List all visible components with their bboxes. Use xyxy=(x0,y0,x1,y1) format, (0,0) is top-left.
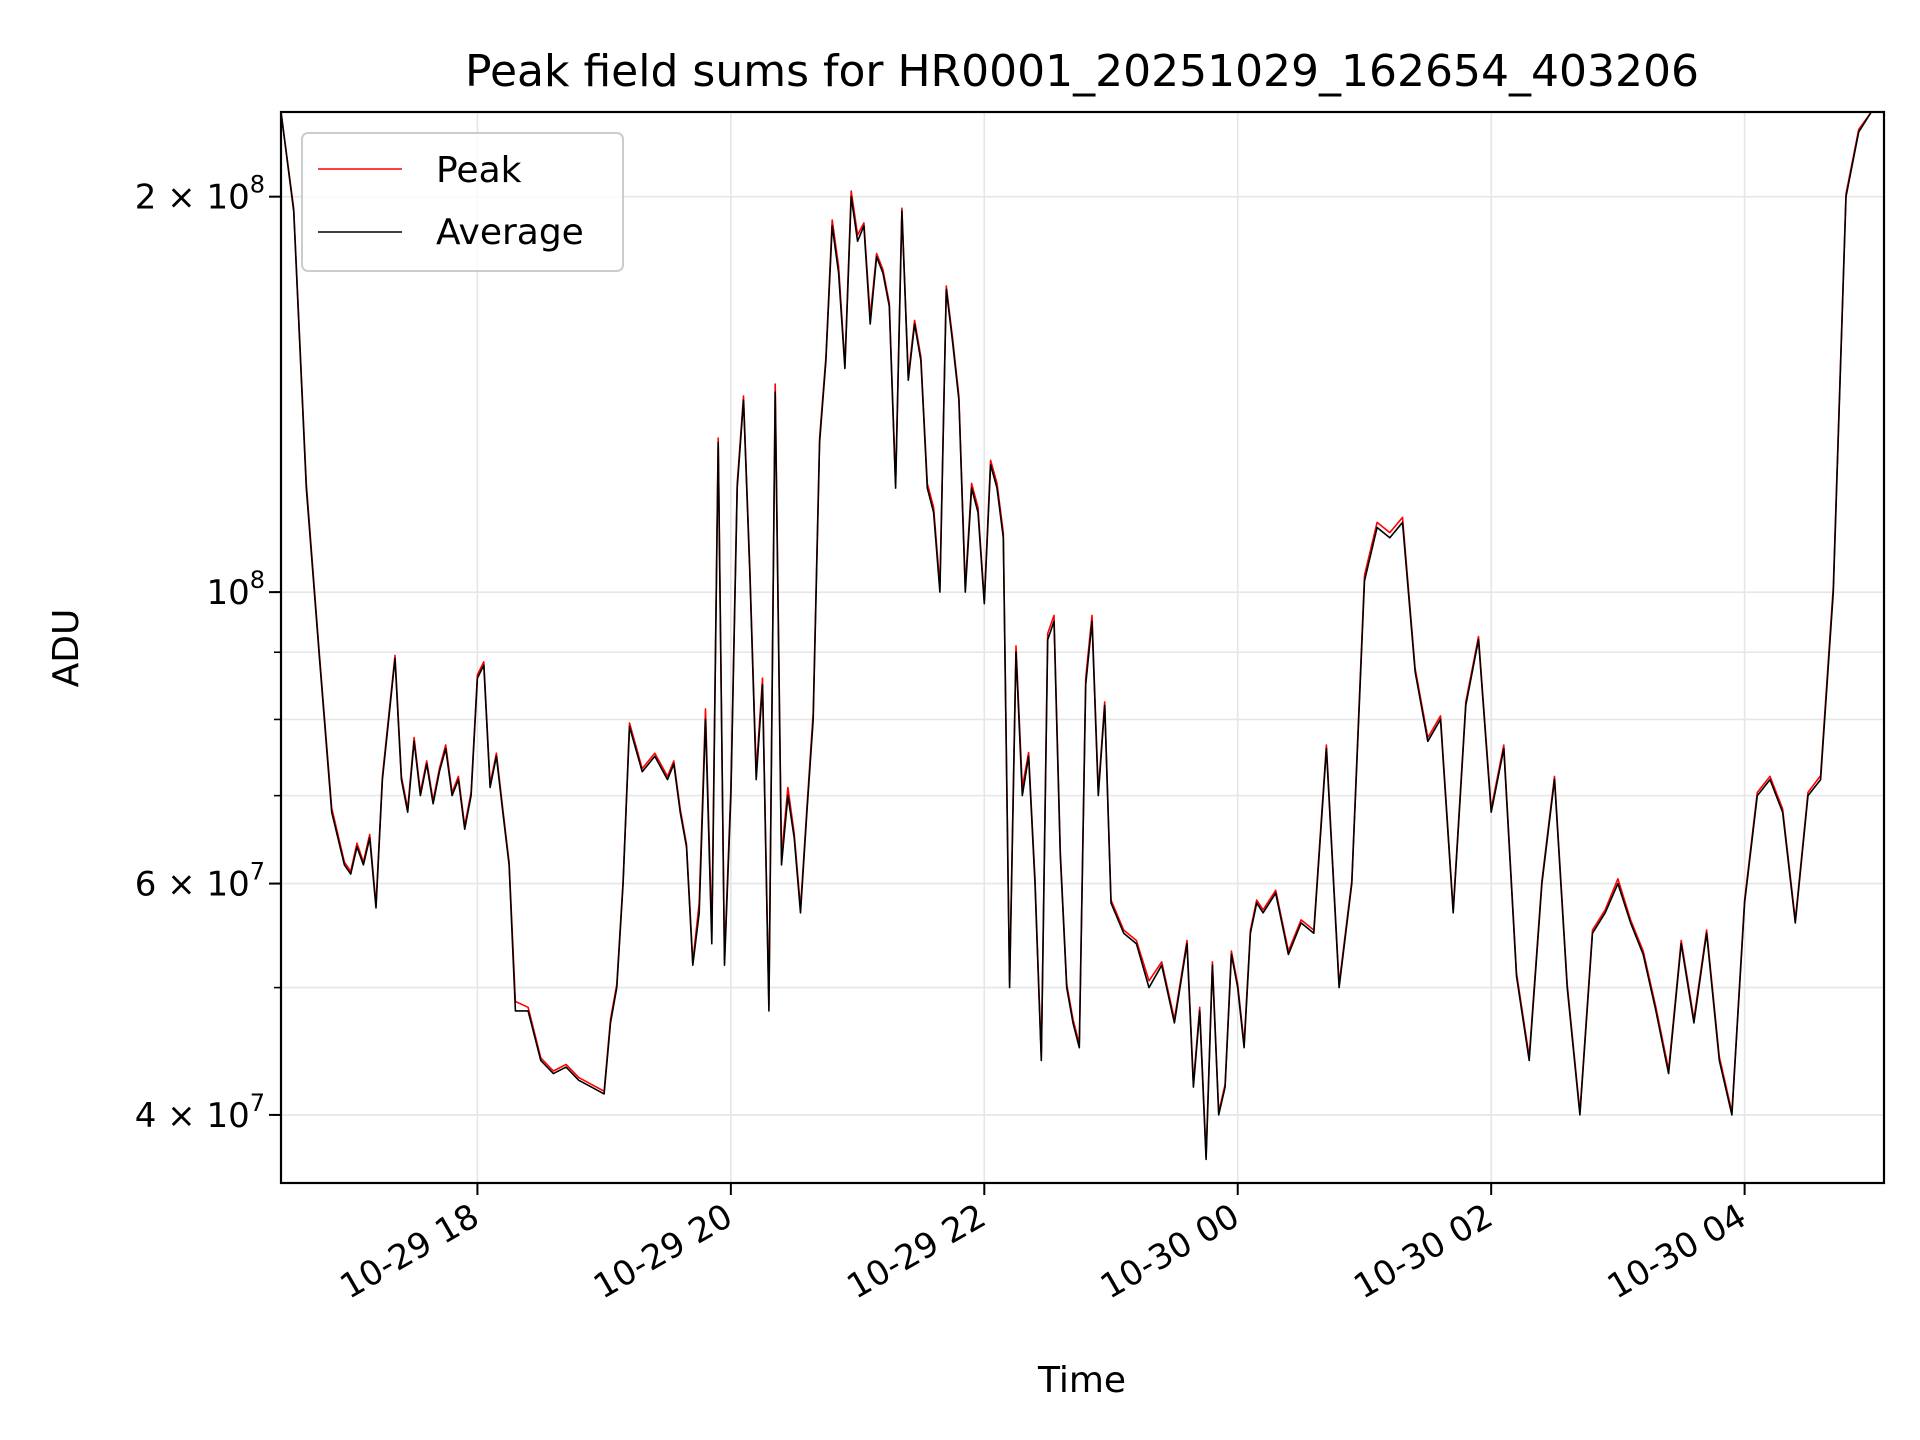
legend-box xyxy=(301,132,624,272)
y-tick-label: 108 xyxy=(206,566,265,613)
chart-title: Peak field sums for HR0001_20251029_1626… xyxy=(465,46,1699,97)
y-tick-label: 4 × 107 xyxy=(135,1089,265,1136)
plot-area xyxy=(281,112,1872,1161)
legend-average-label: Average xyxy=(436,212,584,253)
y-axis: 4 × 107 6 × 107 108 2 × 108 xyxy=(135,171,281,1136)
y-tick-label: 6 × 107 xyxy=(135,858,265,905)
average-series-line xyxy=(281,112,1872,1161)
plot-frame xyxy=(279,110,1886,1185)
legend: Peak Average xyxy=(301,132,624,272)
legend-peak-label: Peak xyxy=(436,150,522,191)
y-axis-label: ADU xyxy=(46,609,87,688)
y-tick-label: 2 × 108 xyxy=(135,171,265,218)
x-axis-label: Time xyxy=(1037,1360,1126,1401)
